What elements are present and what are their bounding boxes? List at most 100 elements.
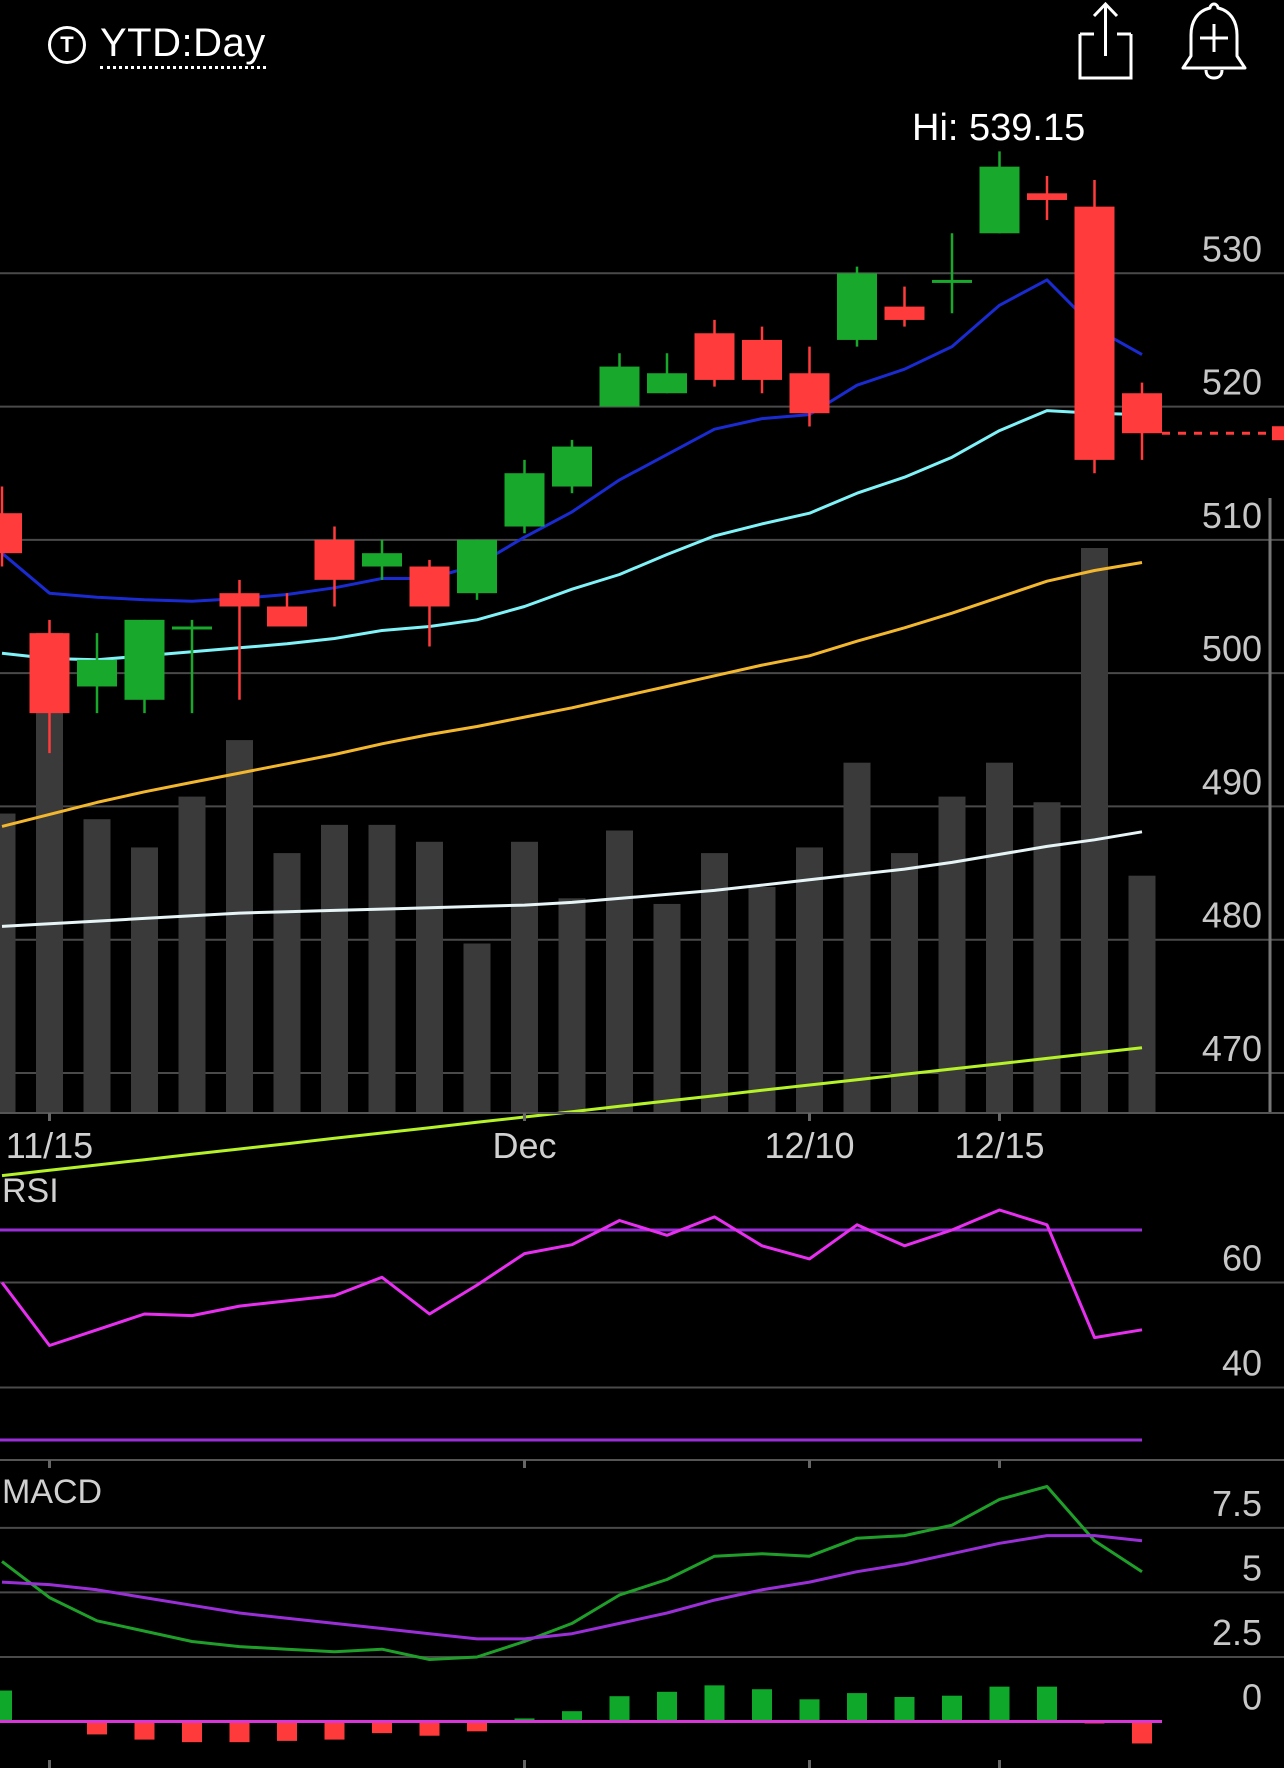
volume-bar bbox=[1033, 802, 1061, 1113]
top-toolbar: T YTD:Day bbox=[0, 0, 1284, 90]
macd-histogram-bar bbox=[134, 1721, 155, 1740]
macd-axis-label: 0 bbox=[1242, 1677, 1262, 1718]
candle-body bbox=[504, 473, 545, 527]
rsi-title: RSI bbox=[2, 1172, 59, 1210]
volume-bar bbox=[511, 841, 538, 1113]
macd-histogram-bar bbox=[229, 1721, 250, 1743]
volume-bar bbox=[1081, 548, 1108, 1113]
period-selector[interactable]: T YTD:Day bbox=[48, 18, 266, 72]
volume-bar bbox=[938, 796, 966, 1113]
macd-axis-label: 2.5 bbox=[1212, 1612, 1262, 1653]
rsi-line bbox=[0, 1208, 1143, 1347]
macd-histogram-bar bbox=[0, 1690, 12, 1722]
volume-bar bbox=[701, 853, 728, 1113]
macd-histogram-bar bbox=[514, 1718, 535, 1722]
candle-body bbox=[409, 566, 450, 607]
macd-histogram-bar bbox=[894, 1696, 915, 1722]
volume-bar bbox=[463, 943, 491, 1113]
moving-average-line bbox=[1, 1046, 1143, 1178]
volume-bar bbox=[131, 847, 158, 1113]
macd-histogram-bar bbox=[87, 1721, 107, 1735]
macd-histogram-bar bbox=[324, 1721, 345, 1740]
add-alert-button[interactable] bbox=[1166, 0, 1262, 86]
candle-body bbox=[599, 366, 640, 407]
date-axis-label: 12/15 bbox=[954, 1125, 1044, 1166]
volume-bar bbox=[843, 762, 871, 1113]
candle-body bbox=[837, 273, 877, 340]
candle-body bbox=[314, 539, 355, 580]
macd-histogram-bar bbox=[372, 1721, 392, 1734]
candle-body bbox=[1074, 206, 1115, 460]
macd-histogram-bar bbox=[847, 1693, 867, 1722]
candle-body bbox=[552, 446, 592, 487]
macd-histogram-bar bbox=[182, 1721, 202, 1743]
candle-body bbox=[789, 373, 830, 414]
macd-histogram-bar bbox=[657, 1691, 677, 1722]
price-axis-label: 530 bbox=[1202, 228, 1262, 269]
volume-bar bbox=[416, 841, 443, 1113]
last-price-marker bbox=[1272, 426, 1284, 441]
macd-histogram-bar bbox=[799, 1699, 820, 1722]
moving-average-line bbox=[1, 830, 1143, 928]
bell-plus-icon bbox=[1181, 2, 1247, 80]
price-axis-label: 500 bbox=[1202, 628, 1262, 669]
macd-line bbox=[1, 1534, 1143, 1641]
macd-histogram-bar bbox=[419, 1721, 440, 1736]
volume-bar bbox=[178, 796, 206, 1113]
macd-histogram-bar bbox=[609, 1696, 630, 1722]
candle-body bbox=[77, 659, 117, 687]
date-axis-label: Dec bbox=[492, 1125, 556, 1166]
volume-bar bbox=[606, 830, 633, 1113]
price-axis-label: 470 bbox=[1202, 1028, 1262, 1069]
candle-body bbox=[219, 593, 260, 607]
volume-bar bbox=[0, 813, 16, 1113]
volume-bar bbox=[986, 762, 1013, 1113]
moving-average-line bbox=[1, 561, 1143, 828]
high-price-label: Hi: 539.15 bbox=[912, 107, 1085, 149]
macd-histogram-bar bbox=[562, 1711, 582, 1722]
volume-bar bbox=[558, 898, 586, 1113]
moving-average-line bbox=[1, 278, 1143, 603]
volume-bar bbox=[321, 824, 348, 1113]
rsi-axis-label: 40 bbox=[1222, 1343, 1262, 1384]
macd-axis-label: 5 bbox=[1242, 1547, 1262, 1588]
price-axis-label: 510 bbox=[1202, 495, 1262, 536]
date-axis-label: 12/10 bbox=[764, 1125, 854, 1166]
macd-title: MACD bbox=[2, 1473, 102, 1511]
candle-body bbox=[979, 166, 1020, 234]
volume-bar bbox=[226, 740, 253, 1113]
share-icon bbox=[1078, 1, 1133, 80]
macd-histogram-bar bbox=[467, 1721, 487, 1732]
volume-bar bbox=[653, 903, 681, 1113]
price-axis-label: 520 bbox=[1202, 362, 1262, 403]
candle-body bbox=[1027, 193, 1067, 200]
candle-body bbox=[124, 619, 165, 700]
macd-histogram-bar bbox=[942, 1695, 962, 1722]
volume-bar bbox=[368, 824, 396, 1113]
candle-body bbox=[457, 539, 497, 594]
price-axis-label: 490 bbox=[1202, 761, 1262, 802]
macd-histogram-bar bbox=[752, 1689, 772, 1722]
candle-body bbox=[172, 626, 212, 630]
candle-body bbox=[694, 333, 735, 380]
macd-line bbox=[1, 1485, 1143, 1661]
period-label: YTD:Day bbox=[100, 22, 266, 69]
candle-body bbox=[362, 553, 402, 567]
volume-bar bbox=[83, 819, 111, 1113]
candle-body bbox=[884, 306, 925, 320]
share-button[interactable] bbox=[1058, 0, 1154, 86]
volume-bar bbox=[796, 847, 823, 1113]
macd-histogram-bar bbox=[277, 1721, 297, 1741]
price-axis-label: 480 bbox=[1202, 895, 1262, 936]
macd-histogram-bar bbox=[989, 1686, 1010, 1722]
volume-bar bbox=[891, 853, 918, 1113]
candle-body bbox=[0, 513, 22, 554]
macd-axis-label: 7.5 bbox=[1212, 1483, 1262, 1524]
macd-histogram-bar bbox=[1037, 1686, 1057, 1722]
candle-body bbox=[647, 373, 687, 394]
candle-body bbox=[742, 339, 782, 380]
candle-body bbox=[29, 633, 70, 714]
volume-bar bbox=[1128, 875, 1156, 1113]
date-axis-label: 11/15 bbox=[6, 1125, 93, 1166]
